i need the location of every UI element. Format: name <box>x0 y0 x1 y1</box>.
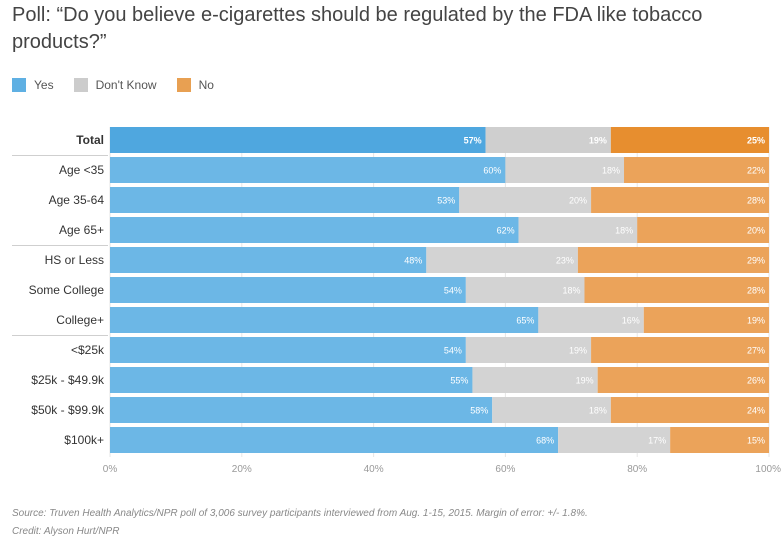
legend-label-dont-know: Don't Know <box>95 78 157 92</box>
legend-item-no: No <box>176 78 214 92</box>
x-tick-label: 100% <box>755 464 781 475</box>
bar-segment <box>577 247 769 273</box>
bar-value-label: 55% <box>450 376 468 386</box>
bar-value-label: 28% <box>747 196 765 206</box>
bar-value-label: 53% <box>437 196 455 206</box>
bar-value-label: 22% <box>747 166 765 176</box>
bar-segment <box>110 187 460 213</box>
bar-segment <box>110 427 559 453</box>
x-tick-label: 0% <box>103 464 118 475</box>
bar-segment <box>472 367 598 393</box>
bar-segment <box>670 427 769 453</box>
bar-value-label: 18% <box>589 406 607 416</box>
bar-value-label: 48% <box>404 256 422 266</box>
legend-swatch-no <box>176 78 191 92</box>
legend: Yes Don't Know No <box>12 78 234 92</box>
bar-segment <box>610 397 769 423</box>
source-note: Source: Truven Health Analytics/NPR poll… <box>12 508 588 519</box>
bar-segment <box>110 157 506 183</box>
bar-value-label: 57% <box>464 136 482 146</box>
bar-segment <box>465 337 592 363</box>
bar-value-label: 29% <box>747 256 765 266</box>
chart-title: Poll: “Do you believe e-cigarettes shoul… <box>12 4 703 53</box>
bar-value-label: 28% <box>747 286 765 296</box>
legend-item-dont-know: Don't Know <box>73 78 157 92</box>
legend-swatch-dont-know <box>73 78 88 92</box>
bar-value-label: 65% <box>516 316 534 326</box>
bar-segment <box>505 157 625 183</box>
bar-value-label: 26% <box>747 376 765 386</box>
bar-segment <box>610 127 769 153</box>
bar-segment <box>637 217 769 243</box>
bar-segment <box>110 127 486 153</box>
bar-value-label: 23% <box>556 256 574 266</box>
bar-value-label: 19% <box>589 136 607 146</box>
bar-value-label: 62% <box>497 226 515 236</box>
bar-segment <box>591 337 769 363</box>
category-label: <$25k <box>71 343 105 357</box>
bar-value-label: 16% <box>622 316 640 326</box>
bar-value-label: 18% <box>602 166 620 176</box>
category-label: $50k - $99.9k <box>31 403 105 417</box>
bar-value-label: 20% <box>569 196 587 206</box>
bar-segment <box>624 157 769 183</box>
bar-value-label: 17% <box>648 436 666 446</box>
x-tick-label: 40% <box>364 464 384 475</box>
bar-value-label: 19% <box>569 346 587 356</box>
bar-segment <box>110 217 519 243</box>
bar-segment <box>584 277 769 303</box>
category-label: Age 35-64 <box>49 193 105 207</box>
category-label: Age <35 <box>59 163 104 177</box>
bar-value-label: 19% <box>747 316 765 326</box>
bar-segment <box>110 337 466 363</box>
bar-value-label: 18% <box>562 286 580 296</box>
category-label: College+ <box>56 313 104 327</box>
stacked-bar-chart: Total 57% 19% 25% Age <35 60% 18% 22% Age 35-64 5… <box>12 127 781 475</box>
x-tick-label: 20% <box>232 464 252 475</box>
legend-label-yes: Yes <box>34 78 54 92</box>
bar-value-label: 24% <box>747 406 765 416</box>
bar-segment <box>110 307 539 333</box>
bar-segment <box>426 247 578 273</box>
bar-segment <box>459 187 592 213</box>
category-label: Some College <box>29 283 105 297</box>
bar-value-label: 54% <box>444 346 462 356</box>
bar-segment <box>643 307 769 333</box>
category-label: Total <box>76 133 104 147</box>
category-label: $25k - $49.9k <box>31 373 105 387</box>
bar-value-label: 54% <box>444 286 462 296</box>
bar-segment <box>110 397 493 423</box>
category-label: $100k+ <box>64 433 104 447</box>
bar-segment <box>110 367 473 393</box>
bar-segment <box>485 127 611 153</box>
category-label: HS or Less <box>45 253 104 267</box>
credit-note: Credit: Alyson Hurt/NPR <box>12 526 120 537</box>
bar-value-label: 25% <box>747 136 765 146</box>
legend-swatch-yes <box>12 78 26 92</box>
bar-value-label: 20% <box>747 226 765 236</box>
x-tick-label: 80% <box>627 464 647 475</box>
bar-segment <box>110 247 427 273</box>
bar-value-label: 60% <box>483 166 501 176</box>
bar-value-label: 58% <box>470 406 488 416</box>
x-tick-label: 60% <box>495 464 515 475</box>
bar-segment <box>591 187 769 213</box>
category-label: Age 65+ <box>59 223 104 237</box>
legend-item-yes: Yes <box>12 78 54 92</box>
bar-segment <box>558 427 671 453</box>
bar-value-label: 68% <box>536 436 554 446</box>
legend-label-no: No <box>198 78 214 92</box>
bar-segment <box>597 367 769 393</box>
bar-value-label: 18% <box>615 226 633 236</box>
bar-segment <box>465 277 585 303</box>
bar-segment <box>518 217 638 243</box>
bar-segment <box>110 277 466 303</box>
bar-segment <box>538 307 644 333</box>
bar-value-label: 27% <box>747 346 765 356</box>
bar-segment <box>492 397 611 423</box>
bar-value-label: 15% <box>747 436 765 446</box>
bar-value-label: 19% <box>576 376 594 386</box>
